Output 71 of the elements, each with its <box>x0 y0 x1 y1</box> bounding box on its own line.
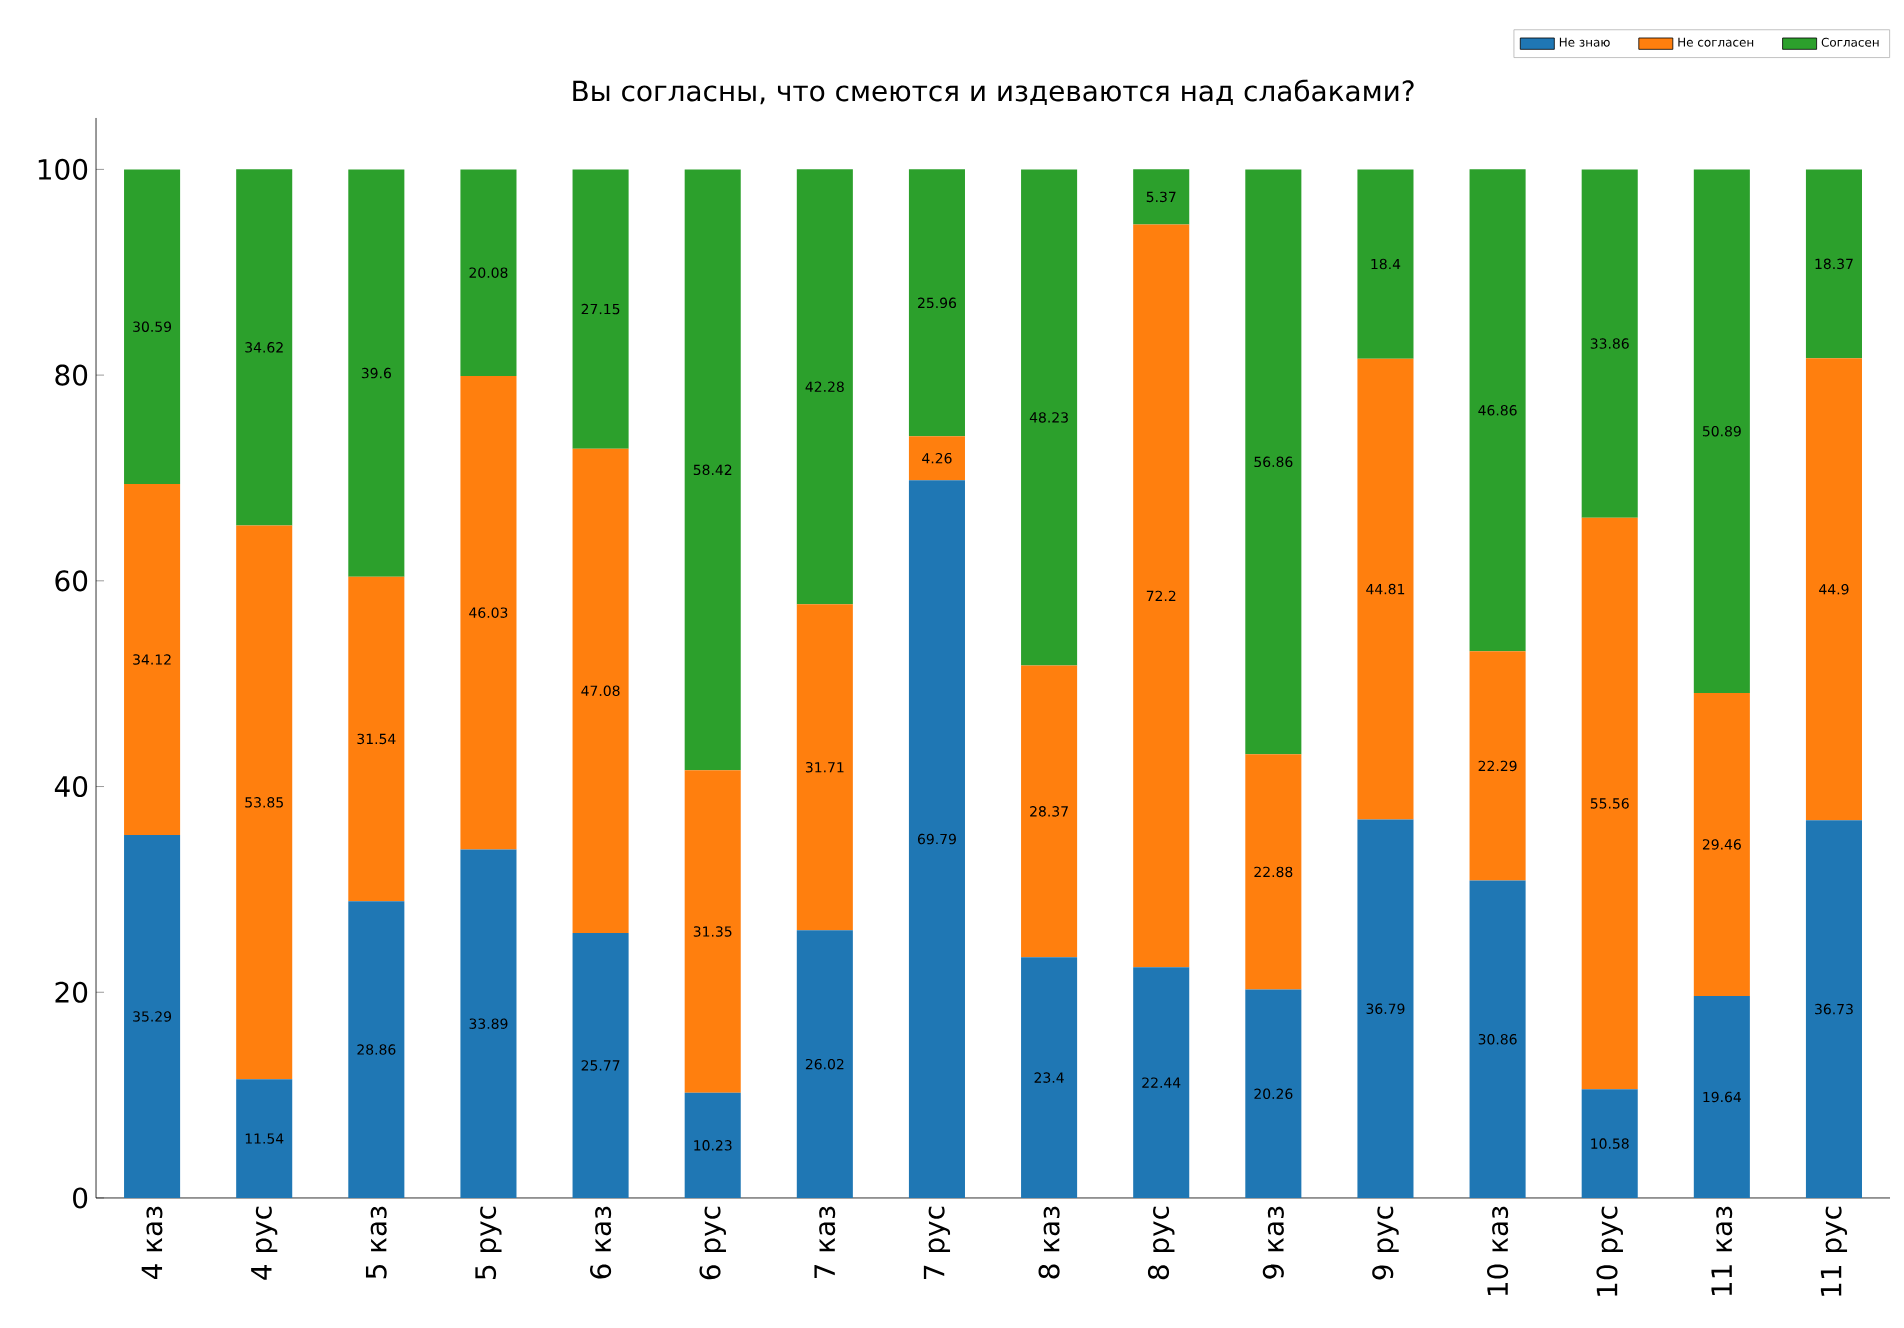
bar <box>1693 692 1750 996</box>
bar <box>124 169 181 485</box>
bar <box>572 932 629 1198</box>
bar <box>1245 169 1302 755</box>
bar <box>124 834 181 1198</box>
bar <box>684 169 741 771</box>
bar <box>1245 989 1302 1198</box>
x-tick-label: 10 рус <box>1596 1206 1623 1296</box>
bar <box>236 169 293 526</box>
bar <box>1469 651 1526 881</box>
bar <box>684 770 741 1093</box>
bar <box>1805 358 1862 821</box>
x-tick-label: 5 рус <box>475 1206 502 1280</box>
bar <box>348 169 405 577</box>
x-tick-label: 7 рус <box>923 1206 951 1279</box>
bar <box>572 169 629 449</box>
bar <box>1693 995 1750 1198</box>
bar <box>572 448 629 933</box>
x-tick-label: 8 рус <box>1147 1206 1175 1280</box>
bar <box>908 480 965 1198</box>
bar <box>460 169 517 376</box>
bar <box>1693 169 1750 693</box>
x-tick-label: 6 каз <box>590 1206 612 1279</box>
bar <box>1469 169 1526 652</box>
x-tick-label: 9 рус <box>1372 1206 1399 1280</box>
bar <box>1581 517 1638 1090</box>
bar <box>460 849 517 1198</box>
y-tick-label: 40 <box>54 775 88 798</box>
chart-title: Вы согласны, что смеются и издеваются над слабаками? <box>573 79 1414 105</box>
x-tick-label: 11 рус <box>1820 1206 1848 1296</box>
x-tick-label: 4 рус <box>251 1206 278 1280</box>
y-tick-label: 80 <box>55 364 88 386</box>
bar <box>796 604 853 931</box>
bar <box>1133 224 1190 968</box>
x-tick-label: 9 каз <box>1262 1206 1284 1279</box>
x-tick-label: 5 каз <box>365 1206 387 1279</box>
y-tick-label: 0 <box>73 1187 88 1209</box>
y-tick-label: 100 <box>38 158 88 180</box>
bar <box>1581 1089 1638 1198</box>
bar <box>1581 169 1638 518</box>
bar <box>1805 169 1862 359</box>
y-tick-label: 60 <box>55 570 88 592</box>
bar <box>348 901 405 1198</box>
bar <box>1021 169 1078 666</box>
bar <box>1357 819 1414 1198</box>
bar <box>124 484 181 835</box>
bar <box>1021 665 1078 958</box>
bar <box>1357 169 1414 359</box>
bar <box>1357 358 1414 820</box>
bar <box>460 375 517 850</box>
x-tick-label: 11 каз <box>1711 1206 1733 1296</box>
bar <box>684 1092 741 1198</box>
bar <box>1133 967 1190 1198</box>
bar <box>1805 820 1862 1198</box>
x-tick-label: 4 каз <box>141 1206 163 1280</box>
bar <box>796 930 853 1198</box>
x-tick-label: 10 каз <box>1487 1206 1509 1296</box>
bar <box>908 169 965 437</box>
x-tick-label: 7 каз <box>814 1206 836 1279</box>
x-tick-label: 8 каз <box>1038 1206 1060 1279</box>
bar <box>236 1079 293 1198</box>
bar <box>236 525 293 1080</box>
bar <box>1245 754 1302 990</box>
bar <box>908 436 965 481</box>
bar <box>1021 957 1078 1198</box>
bar <box>1133 169 1190 225</box>
y-tick-label: 20 <box>55 981 88 1003</box>
bar <box>348 576 405 902</box>
x-tick-label: 6 рус <box>699 1206 726 1280</box>
bar <box>796 169 853 605</box>
bar <box>1469 880 1526 1198</box>
